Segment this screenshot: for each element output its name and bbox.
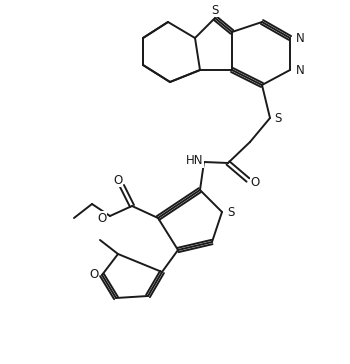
Text: O: O: [250, 175, 260, 189]
Text: HN: HN: [186, 154, 204, 167]
Text: S: S: [227, 206, 235, 218]
Text: N: N: [296, 32, 304, 44]
Text: O: O: [113, 174, 122, 186]
Text: S: S: [274, 111, 282, 124]
Text: O: O: [89, 269, 99, 281]
Text: N: N: [296, 63, 304, 76]
Text: O: O: [97, 211, 107, 225]
Text: S: S: [211, 4, 219, 16]
